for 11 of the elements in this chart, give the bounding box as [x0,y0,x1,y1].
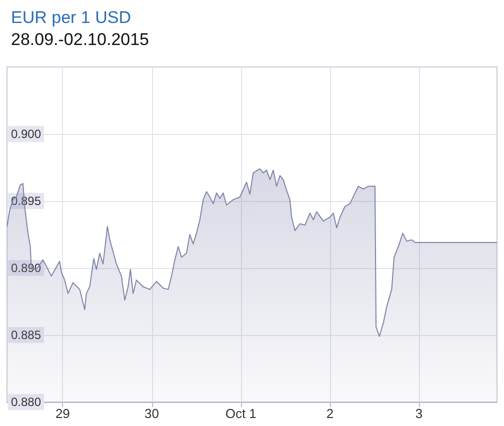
x-tick-label: 2 [326,406,334,421]
x-tick-label: 3 [415,406,423,421]
y-tick-label: 0.900 [11,127,42,141]
x-tick-label: Oct 1 [225,406,256,421]
chart-title: EUR per 1 USD [11,8,131,27]
x-tick-label: 30 [144,406,160,421]
y-tick-label: 0.890 [11,261,42,275]
y-tick-label: 0.880 [11,395,42,409]
y-tick-label: 0.885 [11,328,42,342]
chart-subtitle: 28.09.-02.10.2015 [11,30,150,49]
x-tick-label: 29 [55,406,70,421]
